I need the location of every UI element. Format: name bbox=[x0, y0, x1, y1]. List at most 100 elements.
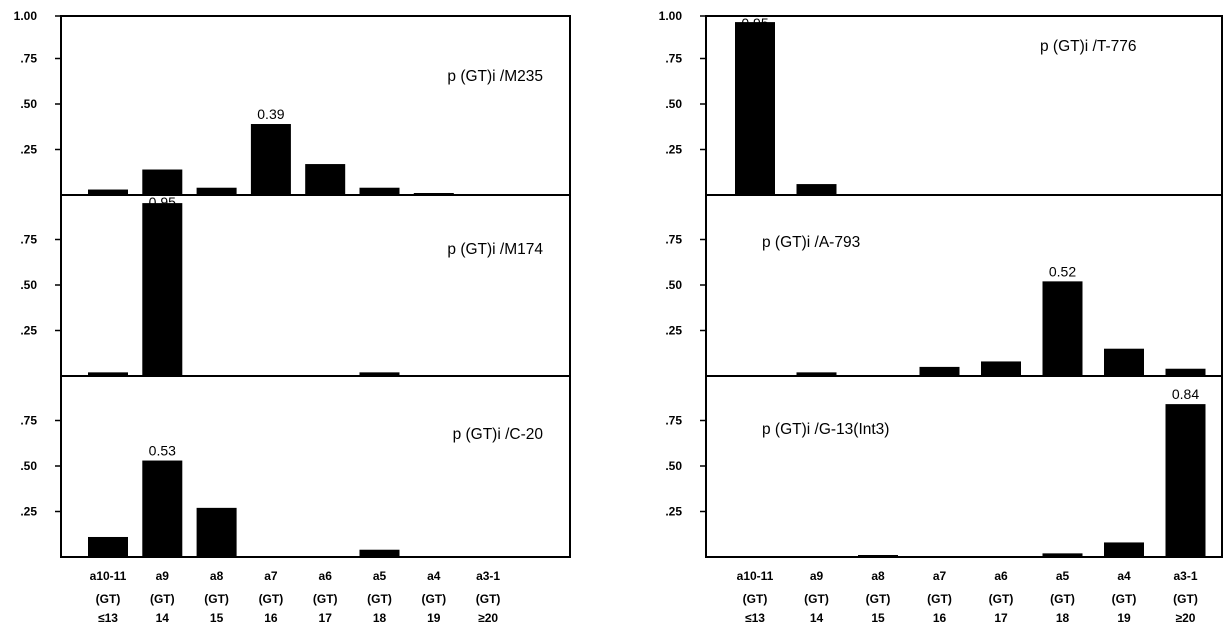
category-motif-label: (GT) bbox=[1112, 592, 1137, 606]
data-label: 0.95 bbox=[741, 15, 768, 31]
panel-3: .75 .50 .25 0.53 p (GT)i /C-20 bbox=[20, 375, 571, 558]
category-motif-label: (GT) bbox=[476, 592, 501, 606]
bar-4 bbox=[919, 366, 960, 376]
category-allele-label: a10-11 bbox=[90, 569, 127, 583]
bar-3 bbox=[196, 507, 237, 557]
category-motif-label: (GT) bbox=[1050, 592, 1075, 606]
y-tick-label: .75 bbox=[665, 414, 682, 428]
bar-3 bbox=[858, 555, 898, 557]
bar-5 bbox=[981, 361, 1021, 376]
y-tick-label: .50 bbox=[665, 97, 682, 111]
category-allele-label: a3-1 bbox=[1173, 569, 1197, 583]
category-repeat-label: 14 bbox=[156, 611, 170, 625]
category-motif-label: (GT) bbox=[367, 592, 392, 606]
category-motif-label: (GT) bbox=[150, 592, 175, 606]
y-tick-label: .25 bbox=[665, 143, 682, 157]
y-tick-label: .25 bbox=[20, 143, 37, 157]
category-repeat-label: 19 bbox=[1117, 611, 1131, 625]
y-tick-label: .50 bbox=[665, 278, 682, 292]
bar-6 bbox=[359, 187, 400, 195]
panel-1: 1.00 .75 .50 .25 0.39 p (GT)i /M235 bbox=[14, 9, 571, 196]
bar-3 bbox=[196, 187, 237, 195]
panel-4: 1.00 .75 .50 .25 0.95 p (GT)i /T-776 bbox=[659, 9, 1223, 196]
category-allele-label: a8 bbox=[871, 569, 885, 583]
category-motif-label: (GT) bbox=[927, 592, 952, 606]
y-tick-label: .50 bbox=[20, 97, 37, 111]
category-repeat-label: 16 bbox=[264, 611, 278, 625]
category-allele-label: a4 bbox=[1117, 569, 1131, 583]
bar-7 bbox=[1104, 542, 1144, 557]
y-tick-label: .50 bbox=[665, 459, 682, 473]
bar-1 bbox=[88, 536, 128, 557]
x-axis-1: a10-11 (GT) ≤13 a9 (GT) 14 a8 (GT) 15 a7 (GT) 16 a6 (… bbox=[90, 569, 501, 625]
category-motif-label: (GT) bbox=[866, 592, 891, 606]
y-tick-label: .50 bbox=[20, 459, 37, 473]
bar-4 bbox=[250, 124, 291, 195]
y-tick-label: 1.00 bbox=[14, 9, 38, 23]
category-repeat-label: 17 bbox=[319, 611, 333, 625]
y-tick-label: .25 bbox=[665, 505, 682, 519]
y-tick-label: .75 bbox=[20, 414, 37, 428]
panel-title: p (GT)i /M235 bbox=[447, 68, 543, 85]
y-tick-label: 1.00 bbox=[659, 9, 683, 23]
category-repeat-label: ≥20 bbox=[478, 611, 498, 625]
panel-frame bbox=[60, 194, 571, 377]
y-tick-label: .50 bbox=[20, 278, 37, 292]
category-allele-label: a5 bbox=[1056, 569, 1070, 583]
y-tick-label: .75 bbox=[20, 233, 37, 247]
category-allele-label: a10-11 bbox=[737, 569, 774, 583]
bar-6 bbox=[1042, 281, 1083, 376]
panel-title: p (GT)i /A-793 bbox=[762, 234, 860, 251]
category-repeat-label: 18 bbox=[373, 611, 387, 625]
category-allele-label: a8 bbox=[210, 569, 224, 583]
x-axis-2: a10-11 (GT) ≤13 a9 (GT) 14 a8 (GT) 15 a7 (GT) 16 a6 (… bbox=[737, 569, 1198, 625]
x-axis-labels: a10-11 (GT) ≤13 a9 (GT) 14 a8 (GT) 15 a7 (GT) 16 a6 (… bbox=[90, 569, 1198, 625]
bar-1 bbox=[88, 372, 128, 376]
data-label: 0.52 bbox=[1049, 263, 1076, 279]
panel-title: p (GT)i /G-13(Int3) bbox=[762, 421, 889, 438]
category-allele-label: a7 bbox=[933, 569, 947, 583]
panel-title: p (GT)i /M174 bbox=[447, 241, 543, 258]
panel-5: .75 .50 .25 0.52 p (GT)i /A-793 bbox=[665, 194, 1223, 377]
bar-8 bbox=[1165, 368, 1206, 376]
bar-6 bbox=[359, 372, 400, 376]
category-allele-label: a6 bbox=[994, 569, 1008, 583]
bar-5 bbox=[305, 164, 346, 195]
category-repeat-label: ≥20 bbox=[1176, 611, 1196, 625]
y-tick-label: .75 bbox=[665, 233, 682, 247]
bar-2 bbox=[142, 460, 183, 557]
data-label: 0.95 bbox=[149, 194, 176, 210]
category-repeat-label: 15 bbox=[210, 611, 224, 625]
bar-8 bbox=[1165, 404, 1206, 557]
category-allele-label: a6 bbox=[319, 569, 333, 583]
bar-2 bbox=[142, 169, 183, 195]
chart-panels: 1.00 .75 .50 .25 0.39 p (GT)i /M235 .75 .50 .25 0… bbox=[14, 9, 1223, 558]
panel-frame bbox=[705, 375, 1223, 558]
category-motif-label: (GT) bbox=[743, 592, 768, 606]
category-allele-label: a4 bbox=[427, 569, 441, 583]
panel-frame bbox=[705, 15, 1223, 196]
bar-2 bbox=[796, 372, 837, 376]
panel-6: .75 .50 .25 0.84 p (GT)i /G-13(Int3) bbox=[665, 375, 1223, 558]
category-motif-label: (GT) bbox=[804, 592, 829, 606]
bar-2 bbox=[142, 203, 183, 376]
panel-title: p (GT)i /T-776 bbox=[1040, 38, 1136, 55]
data-label: 0.53 bbox=[149, 443, 176, 459]
category-motif-label: (GT) bbox=[313, 592, 338, 606]
category-repeat-label: 18 bbox=[1056, 611, 1070, 625]
bar-6 bbox=[359, 549, 400, 557]
panel-frame bbox=[60, 375, 571, 558]
category-allele-label: a5 bbox=[373, 569, 387, 583]
category-motif-label: (GT) bbox=[1173, 592, 1198, 606]
category-motif-label: (GT) bbox=[421, 592, 446, 606]
category-allele-label: a3-1 bbox=[476, 569, 500, 583]
category-repeat-label: 19 bbox=[427, 611, 441, 625]
category-repeat-label: ≤13 bbox=[745, 611, 765, 625]
category-repeat-label: 14 bbox=[810, 611, 824, 625]
category-allele-label: a9 bbox=[810, 569, 824, 583]
y-tick-label: .75 bbox=[665, 52, 682, 66]
bar-1 bbox=[88, 189, 128, 195]
panel-frame bbox=[705, 194, 1223, 377]
y-tick-label: .75 bbox=[20, 52, 37, 66]
bar-7 bbox=[1104, 348, 1144, 376]
